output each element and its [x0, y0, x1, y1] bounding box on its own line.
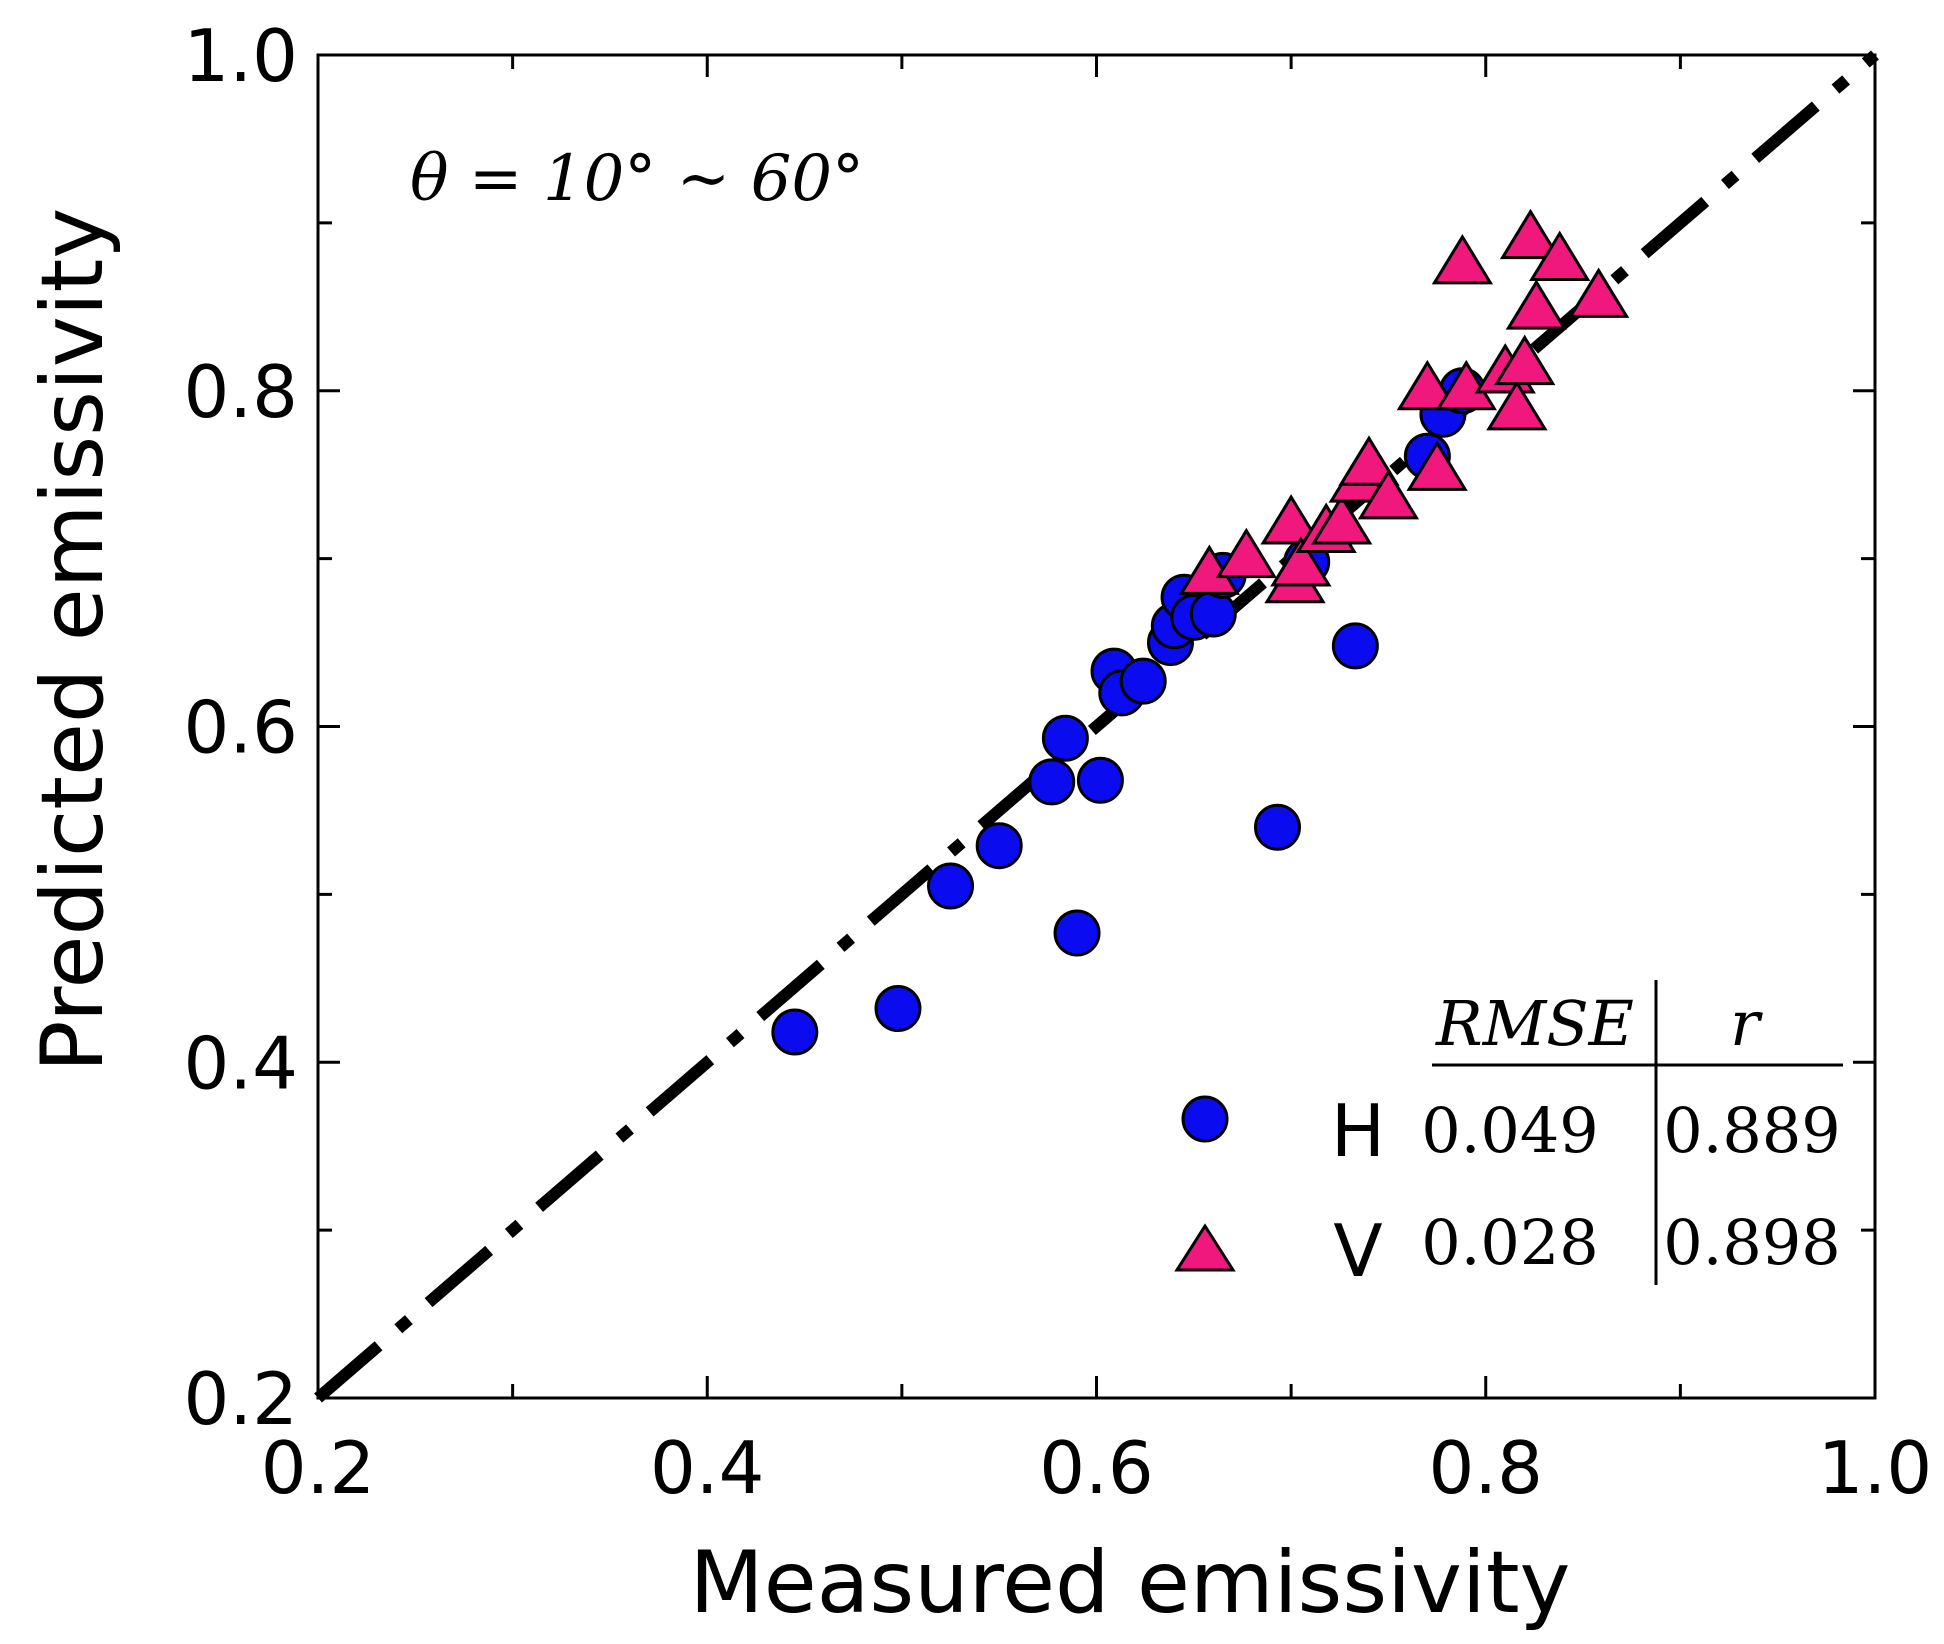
h-point — [927, 862, 975, 910]
x-tick-label: 0.8 — [1428, 1426, 1543, 1510]
y-tick-label: 0.4 — [183, 1021, 298, 1105]
y-tick-label: 0.6 — [183, 686, 298, 770]
legend-h-label: H — [1331, 1089, 1385, 1173]
h-point — [1028, 758, 1076, 806]
h-r-value: 0.889 — [1663, 1094, 1841, 1167]
x-tick-label: 0.2 — [261, 1426, 376, 1510]
x-tick-labels: 0.2 0.4 0.6 0.8 1.0 — [261, 1426, 1933, 1510]
x-tick-label: 0.4 — [650, 1426, 765, 1510]
v-point — [1357, 468, 1420, 520]
y-tick-label: 0.2 — [183, 1357, 298, 1441]
y-tick-label: 0.8 — [183, 350, 298, 434]
v-point — [1338, 435, 1400, 486]
x-tick-label: 1.0 — [1818, 1426, 1933, 1510]
h-point — [771, 1008, 819, 1056]
x-axis-label: Measured emissivity — [690, 1533, 1571, 1633]
h-point — [975, 822, 1023, 870]
v-rmse-value: 0.028 — [1421, 1206, 1599, 1279]
legend-h-marker — [1181, 1095, 1229, 1143]
h-point — [1254, 803, 1302, 851]
y-axis-label: Predicted emissivity — [23, 208, 123, 1073]
h-point — [874, 985, 922, 1033]
v-point — [1215, 527, 1278, 579]
v-r-value: 0.898 — [1663, 1206, 1841, 1279]
axis-ticks — [318, 55, 1875, 1398]
v-point — [1529, 230, 1591, 281]
h-point — [1041, 714, 1089, 762]
r-header: r — [1730, 987, 1763, 1060]
y-tick-labels: 0.2 0.4 0.6 0.8 1.0 — [183, 14, 298, 1441]
h-point — [1119, 657, 1167, 705]
legend-v-marker — [1174, 1223, 1236, 1272]
x-tick-label: 0.6 — [1039, 1426, 1154, 1510]
h-rmse-value: 0.049 — [1421, 1094, 1599, 1167]
angle-annotation: θ = 10° ∼ 60° — [410, 142, 864, 216]
h-point — [1331, 622, 1379, 670]
reference-line — [314, 50, 1879, 1403]
v-point — [1567, 267, 1630, 318]
v-point — [1396, 359, 1459, 411]
rmse-header: RMSE — [1435, 987, 1634, 1060]
v-point — [1431, 233, 1494, 285]
v-point — [1270, 536, 1332, 587]
h-point — [1189, 590, 1237, 638]
series-v-markers — [1178, 208, 1630, 604]
h-point — [1053, 909, 1101, 957]
v-point — [1486, 380, 1548, 431]
v-point — [1260, 494, 1322, 545]
legend-v-label: V — [1333, 1209, 1382, 1293]
v-point — [1406, 440, 1468, 491]
stats-table: RMSE r H 0.049 0.889 V 0.028 0.898 — [1174, 980, 1843, 1293]
v-point — [1494, 334, 1556, 386]
v-point — [1311, 494, 1373, 545]
h-point — [1076, 756, 1124, 804]
y-tick-label: 1.0 — [183, 14, 298, 98]
v-point — [1505, 279, 1568, 330]
v-point — [1499, 208, 1562, 260]
